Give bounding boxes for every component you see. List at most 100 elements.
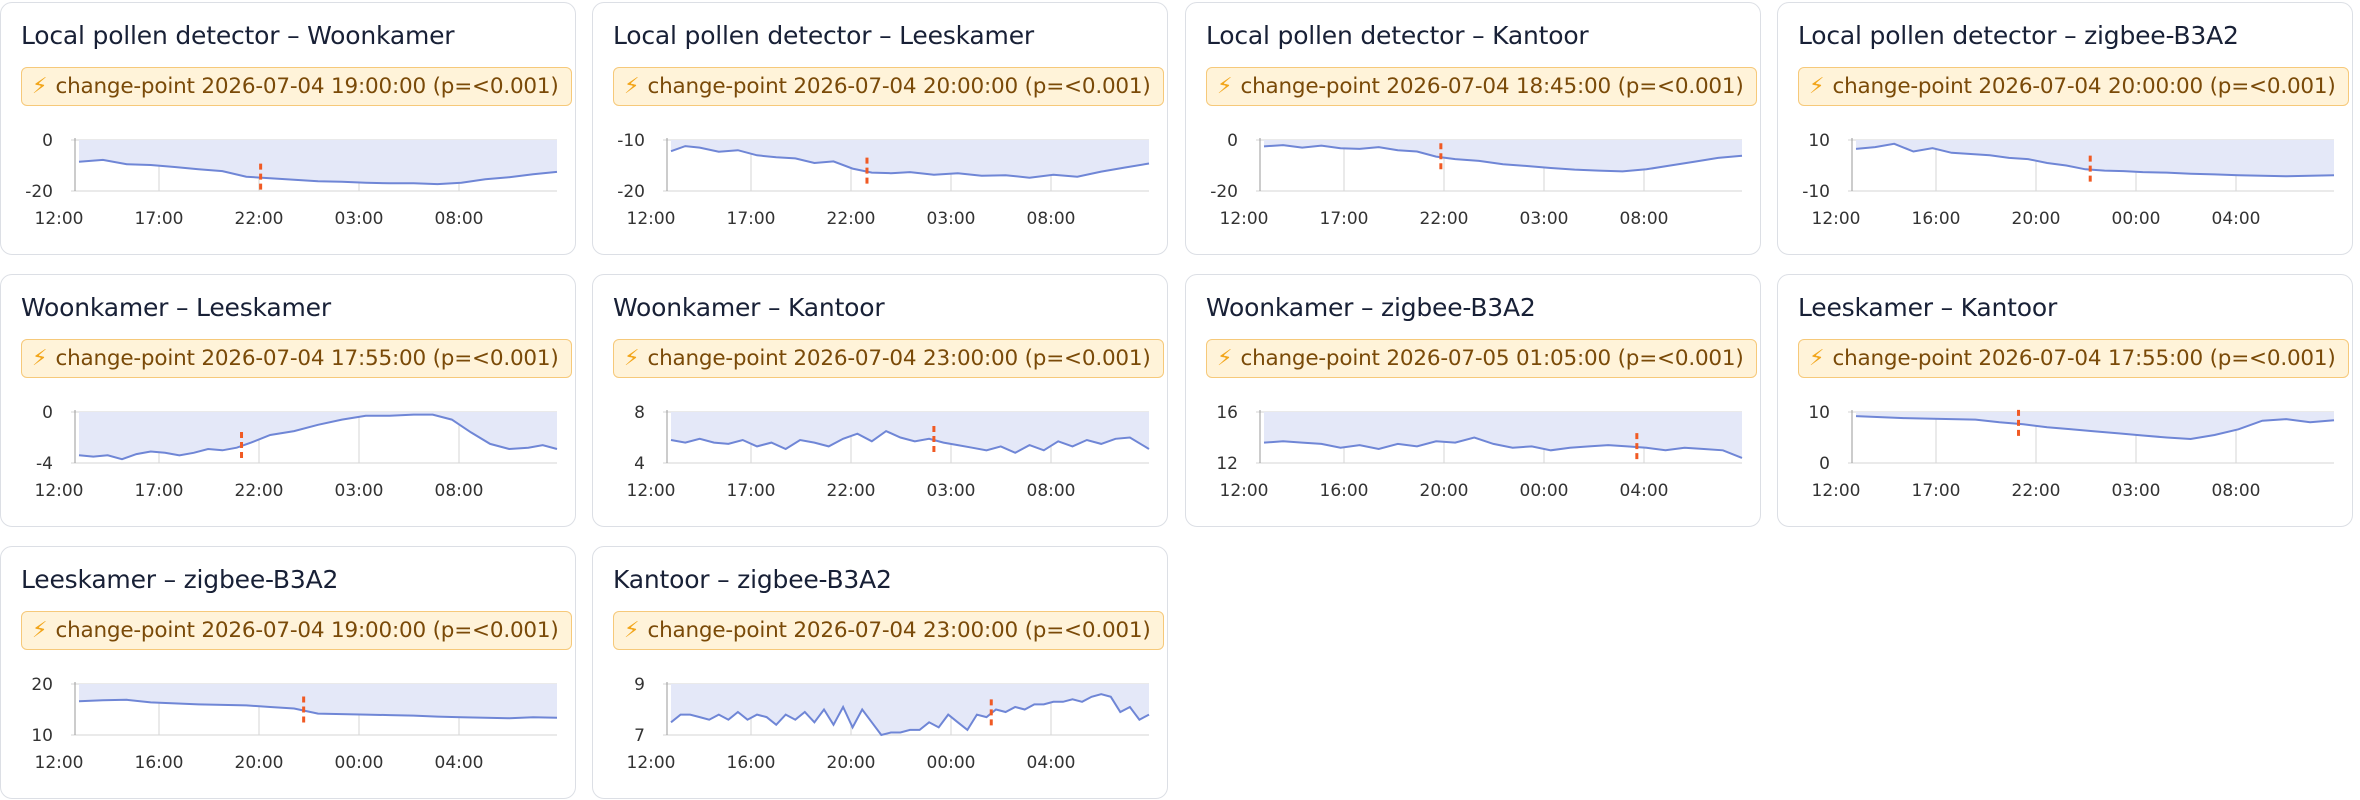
x-tick-label: 20:00 [2012, 209, 2061, 229]
card-title: Local pollen detector – Kantoor [1206, 21, 1589, 50]
series-line [1855, 142, 2335, 178]
x-tick-label: 08:00 [435, 209, 484, 229]
x-tick-label: 22:00 [235, 481, 284, 501]
x-tick-label: 17:00 [135, 209, 184, 229]
changepoint-text: change-point 2026-07-04 17:55:00 (p=<0.0… [55, 346, 559, 371]
time-series-chart[interactable]: 12:00 17:00 22:00 03:00 08:00 -10 -20 [593, 118, 1169, 248]
chart-card[interactable]: Local pollen detector – Woonkamer ⚡ change… [0, 2, 576, 255]
x-tick-label: 12:00 [627, 481, 676, 501]
time-series-chart[interactable]: 12:00 17:00 22:00 03:00 08:00 0 -4 [1, 390, 577, 520]
changepoint-text: change-point 2026-07-05 01:05:00 (p=<0.0… [1240, 346, 1744, 371]
x-tick-label: 03:00 [335, 209, 384, 229]
x-tick-label: 17:00 [727, 481, 776, 501]
x-tick-label: 17:00 [727, 209, 776, 229]
time-series-chart[interactable]: 12:00 16:00 20:00 00:00 04:00 9 7 [593, 662, 1169, 792]
changepoint-badge: ⚡ change-point 2026-07-04 19:00:00 (p=<0.… [21, 67, 572, 106]
lightning-icon: ⚡ [624, 617, 640, 643]
changepoint-badge: ⚡ change-point 2026-07-04 19:00:00 (p=<0.… [21, 611, 572, 650]
series-line [78, 158, 558, 186]
y-tick-label: 0 [42, 131, 53, 151]
x-tick-label: 08:00 [2212, 481, 2261, 501]
y-tick-label: -10 [1802, 182, 1830, 202]
y-tick-label: 10 [1808, 131, 1830, 151]
chart-card[interactable]: Woonkamer – zigbee-B3A2 ⚡ change-point 202… [1185, 274, 1761, 527]
x-tick-label: 08:00 [1027, 481, 1076, 501]
y-tick-label: 4 [634, 454, 645, 474]
series-area [79, 412, 557, 460]
time-series-chart[interactable]: 12:00 17:00 22:00 03:00 08:00 0 -20 [1186, 118, 1762, 248]
chart-card[interactable]: Leeskamer – zigbee-B3A2 ⚡ change-point 202… [0, 546, 576, 799]
chart-card[interactable]: Kantoor – zigbee-B3A2 ⚡ change-point 2026-… [592, 546, 1168, 799]
x-tick-label: 16:00 [135, 753, 184, 773]
lightning-icon: ⚡ [32, 345, 48, 371]
series-line [78, 698, 558, 720]
x-tick-label: 03:00 [335, 481, 384, 501]
y-tick-label: 0 [1227, 131, 1238, 151]
series-line [1263, 436, 1743, 459]
x-tick-label: 22:00 [827, 209, 876, 229]
series-area [79, 684, 557, 719]
x-tick-label: 22:00 [827, 481, 876, 501]
series-area [79, 140, 557, 185]
lightning-icon: ⚡ [1809, 73, 1825, 99]
y-tick-label: 8 [634, 403, 645, 423]
changepoint-badge: ⚡ change-point 2026-07-04 20:00:00 (p=<0.… [613, 67, 1164, 106]
y-tick-label: -10 [617, 131, 645, 151]
y-tick-label: -4 [36, 454, 53, 474]
x-tick-label: 04:00 [1620, 481, 1669, 501]
x-tick-label: 04:00 [2212, 209, 2261, 229]
changepoint-text: change-point 2026-07-04 23:00:00 (p=<0.0… [647, 346, 1151, 371]
changepoint-text: change-point 2026-07-04 20:00:00 (p=<0.0… [647, 74, 1151, 99]
x-tick-label: 17:00 [1320, 209, 1369, 229]
card-title: Woonkamer – Leeskamer [21, 293, 331, 322]
time-series-chart[interactable]: 12:00 16:00 20:00 00:00 04:00 20 10 [1, 662, 577, 792]
chart-card[interactable]: Leeskamer – Kantoor ⚡ change-point 2026-07… [1777, 274, 2353, 527]
series-line [1263, 144, 1743, 173]
time-series-chart[interactable]: 12:00 17:00 22:00 03:00 08:00 8 4 [593, 390, 1169, 520]
series-area [1856, 412, 2334, 439]
changepoint-badge: ⚡ change-point 2026-07-04 18:45:00 (p=<0.… [1206, 67, 1757, 106]
x-tick-label: 00:00 [927, 753, 976, 773]
y-tick-label: 16 [1216, 403, 1238, 423]
lightning-icon: ⚡ [32, 617, 48, 643]
changepoint-text: change-point 2026-07-04 20:00:00 (p=<0.0… [1832, 74, 2336, 99]
chart-card[interactable]: Local pollen detector – Kantoor ⚡ change-p… [1185, 2, 1761, 255]
x-tick-label: 08:00 [1027, 209, 1076, 229]
y-tick-label: 12 [1216, 454, 1238, 474]
chart-card[interactable]: Local pollen detector – Leeskamer ⚡ change… [592, 2, 1168, 255]
x-tick-label: 16:00 [1320, 481, 1369, 501]
chart-card[interactable]: Woonkamer – Leeskamer ⚡ change-point 2026-… [0, 274, 576, 527]
y-tick-label: 0 [1819, 454, 1830, 474]
card-title: Leeskamer – zigbee-B3A2 [21, 565, 339, 594]
x-tick-label: 00:00 [335, 753, 384, 773]
time-series-chart[interactable]: 12:00 17:00 22:00 03:00 08:00 0 -20 [1, 118, 577, 248]
time-series-chart[interactable]: 12:00 16:00 20:00 00:00 04:00 16 12 [1186, 390, 1762, 520]
y-tick-label: 9 [634, 675, 645, 695]
x-tick-label: 12:00 [35, 209, 84, 229]
card-title: Local pollen detector – Leeskamer [613, 21, 1034, 50]
card-title: Local pollen detector – zigbee-B3A2 [1798, 21, 2239, 50]
x-tick-label: 08:00 [1620, 209, 1669, 229]
chart-card[interactable]: Woonkamer – Kantoor ⚡ change-point 2026-07… [592, 274, 1168, 527]
card-title: Leeskamer – Kantoor [1798, 293, 2058, 322]
series-line [670, 145, 1150, 179]
x-tick-label: 17:00 [1912, 481, 1961, 501]
lightning-icon: ⚡ [1809, 345, 1825, 371]
series-area [671, 140, 1149, 178]
x-tick-label: 22:00 [2012, 481, 2061, 501]
time-series-chart[interactable]: 12:00 16:00 20:00 00:00 04:00 10 -10 [1778, 118, 2354, 248]
x-tick-label: 03:00 [927, 481, 976, 501]
changepoint-text: change-point 2026-07-04 19:00:00 (p=<0.0… [55, 618, 559, 643]
lightning-icon: ⚡ [624, 345, 640, 371]
x-tick-label: 12:00 [627, 753, 676, 773]
y-tick-label: 0 [42, 403, 53, 423]
series-line [78, 413, 558, 461]
series-line [670, 429, 1150, 454]
x-tick-label: 16:00 [1912, 209, 1961, 229]
x-tick-label: 03:00 [927, 209, 976, 229]
time-series-chart[interactable]: 12:00 17:00 22:00 03:00 08:00 10 0 [1778, 390, 2354, 520]
series-area [671, 412, 1149, 453]
y-tick-label: -20 [1210, 182, 1238, 202]
chart-card[interactable]: Local pollen detector – zigbee-B3A2 ⚡ chan… [1777, 2, 2353, 255]
series-line [1855, 415, 2335, 441]
